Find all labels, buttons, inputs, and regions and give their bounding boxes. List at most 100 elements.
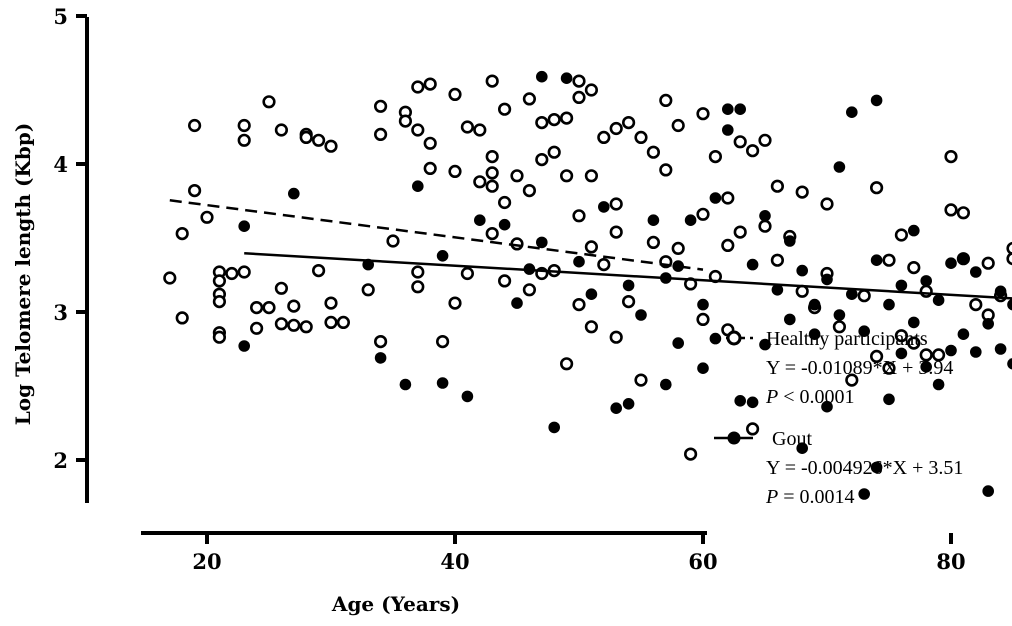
healthy-point (574, 92, 585, 103)
gout-point (747, 397, 759, 409)
healthy-point (189, 185, 200, 196)
gout-point (672, 337, 684, 349)
gout-point (660, 379, 672, 391)
gout-point (834, 309, 846, 321)
gout-point (635, 309, 647, 321)
healthy-point (512, 171, 523, 182)
gout-point (834, 161, 846, 173)
healthy-point (623, 117, 634, 128)
legend-healthy-p-label: P (765, 386, 778, 408)
healthy-point (710, 151, 721, 162)
gout-point (958, 328, 970, 340)
healthy-point (685, 449, 696, 460)
gout-point (883, 394, 895, 406)
legend-healthy-equation: Y = -0.01089*X + 3.94 (766, 357, 953, 379)
healthy-point (648, 147, 659, 158)
healthy-point (326, 317, 337, 328)
gout-point (734, 103, 746, 115)
healthy-point (524, 185, 535, 196)
healthy-point (537, 117, 548, 128)
healthy-point (437, 336, 448, 347)
gout-point (598, 201, 610, 213)
healthy-point (822, 199, 833, 210)
healthy-point (301, 132, 312, 143)
healthy-point (425, 138, 436, 149)
healthy-point (747, 145, 758, 156)
legend-healthy-marker-icon (728, 332, 740, 344)
healthy-point (189, 120, 200, 131)
x-tick-label: 40 (440, 549, 469, 574)
gout-point (412, 180, 424, 192)
healthy-point (611, 332, 622, 343)
healthy-point (264, 302, 275, 313)
healthy-point (760, 135, 771, 146)
healthy-point (673, 243, 684, 254)
healthy-point (375, 129, 386, 140)
healthy-point (723, 193, 734, 204)
healthy-point (326, 141, 337, 152)
healthy-point (462, 268, 473, 279)
healthy-point (859, 290, 870, 301)
gout-point (933, 379, 945, 391)
plot-marks (165, 71, 1012, 500)
gout-point (499, 219, 511, 231)
healthy-point (586, 322, 597, 333)
gout-point (945, 257, 957, 269)
gout-point (400, 379, 412, 391)
gout-point (970, 266, 982, 278)
healthy-point (276, 283, 287, 294)
healthy-point (524, 285, 535, 296)
healthy-point (636, 132, 647, 143)
healthy-point (698, 314, 709, 325)
y-tick-label: 5 (53, 4, 68, 29)
healthy-point (971, 299, 982, 310)
healthy-point (499, 276, 510, 287)
healthy-point (909, 262, 920, 273)
gout-point (375, 352, 387, 364)
legend-gout-p-label: P (765, 486, 778, 508)
y-axis-title: Log Telomere length (Kbp) (11, 123, 35, 426)
gout-point (933, 294, 945, 306)
healthy-point (276, 319, 287, 330)
healthy-point (1008, 243, 1012, 254)
healthy-point (413, 282, 424, 293)
healthy-point (599, 132, 610, 143)
healthy-point (884, 255, 895, 266)
healthy-point (574, 299, 585, 310)
gout-point (722, 103, 734, 115)
gout-point (995, 343, 1007, 355)
healthy-point (487, 168, 498, 179)
healthy-point (735, 137, 746, 148)
healthy-point (227, 268, 238, 279)
healthy-point (499, 197, 510, 208)
legend-gout-marker-icon (728, 432, 741, 445)
gout-point (871, 254, 883, 266)
healthy-point (673, 120, 684, 131)
healthy-point (549, 114, 560, 125)
gout-point (945, 345, 957, 357)
healthy-point (475, 125, 486, 136)
x-tick-label: 80 (936, 549, 965, 574)
healthy-point (760, 221, 771, 232)
y-tick-label: 4 (53, 152, 68, 177)
healthy-point (400, 116, 411, 127)
healthy-point (772, 255, 783, 266)
healthy-point (599, 259, 610, 270)
gout-point (995, 286, 1007, 298)
legend-entry-gout: Gout Y = -0.004926*X + 3.51 P = 0.0014 (714, 428, 963, 508)
gout-point (759, 210, 771, 222)
gout-point (536, 71, 548, 83)
healthy-point (537, 154, 548, 165)
healthy-point (413, 82, 424, 93)
healthy-point (586, 242, 597, 253)
gout-point (784, 314, 796, 326)
healthy-point (648, 237, 659, 248)
healthy-point (723, 240, 734, 251)
healthy-point (561, 171, 572, 182)
legend-healthy-pvalue: P < 0.0001 (765, 386, 855, 408)
healthy-point (487, 76, 498, 87)
healthy-point (1008, 253, 1012, 264)
healthy-point (375, 336, 386, 347)
